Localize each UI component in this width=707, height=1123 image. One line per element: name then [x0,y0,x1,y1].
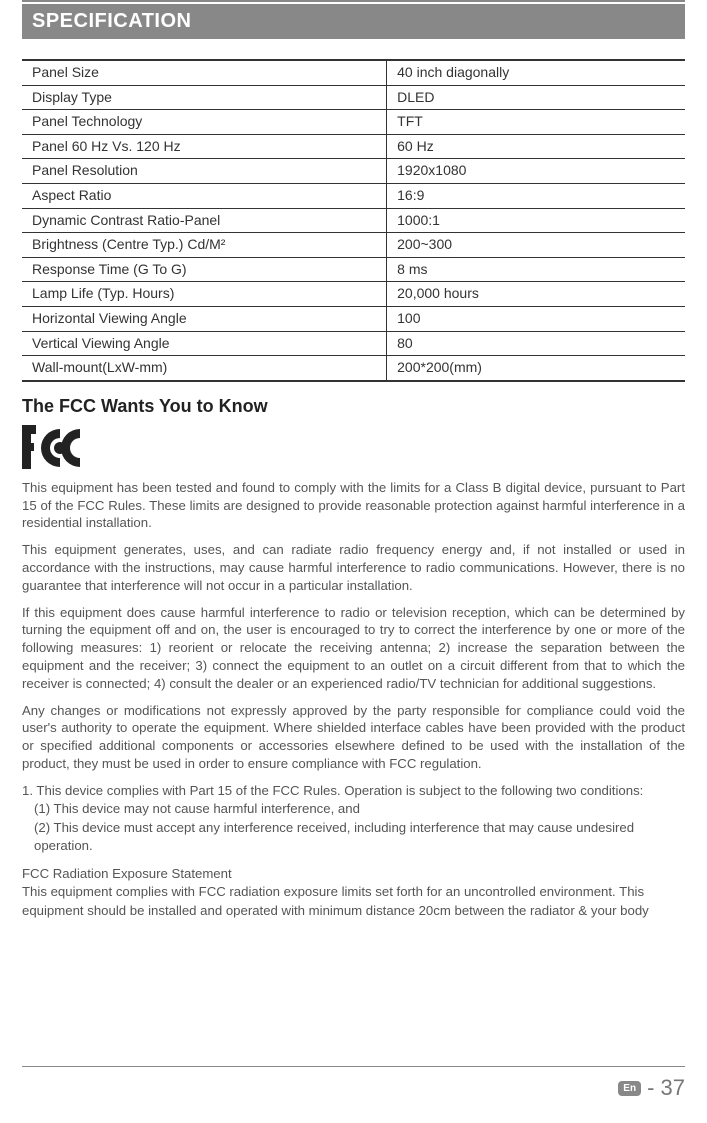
lang-badge: En [618,1081,641,1096]
spec-label: Panel Technology [22,110,387,135]
fcc-list-intro: 1. This device complies with Part 15 of … [22,782,685,800]
spec-label: Horizontal Viewing Angle [22,306,387,331]
table-row: Panel 60 Hz Vs. 120 Hz60 Hz [22,134,685,159]
fcc-para-4: Any changes or modifications not express… [22,702,685,773]
spec-label: Panel 60 Hz Vs. 120 Hz [22,134,387,159]
fcc-logo-icon [22,425,685,471]
section-header: SPECIFICATION [22,4,685,39]
table-row: Display TypeDLED [22,85,685,110]
fcc-radiation-heading: FCC Radiation Exposure Statement [22,865,685,883]
spec-table: Panel Size40 inch diagonallyDisplay Type… [22,59,685,382]
table-row: Wall-mount(LxW-mm)200*200(mm) [22,356,685,381]
spec-value: 8 ms [387,257,685,282]
spec-value: 20,000 hours [387,282,685,307]
spec-label: Aspect Ratio [22,183,387,208]
fcc-radiation: FCC Radiation Exposure Statement This eq… [22,865,685,920]
fcc-para-3: If this equipment does cause harmful int… [22,604,685,693]
spec-label: Dynamic Contrast Ratio-Panel [22,208,387,233]
fcc-para-1: This equipment has been tested and found… [22,479,685,532]
fcc-radiation-body: This equipment complies with FCC radiati… [22,883,685,920]
fcc-conditions: 1. This device complies with Part 15 of … [22,782,685,856]
spec-label: Panel Size [22,60,387,85]
top-rule [22,0,685,2]
fcc-heading: The FCC Wants You to Know [22,396,685,417]
table-row: Aspect Ratio16:9 [22,183,685,208]
table-row: Brightness (Centre Typ.) Cd/M²200~300 [22,233,685,258]
table-row: Panel TechnologyTFT [22,110,685,135]
spec-value: 60 Hz [387,134,685,159]
spec-value: 100 [387,306,685,331]
table-row: Response Time (G To G)8 ms [22,257,685,282]
table-row: Horizontal Viewing Angle100 [22,306,685,331]
table-row: Panel Size40 inch diagonally [22,60,685,85]
spec-value: 1000:1 [387,208,685,233]
spec-label: Display Type [22,85,387,110]
table-row: Vertical Viewing Angle80 [22,331,685,356]
table-row: Lamp Life (Typ. Hours)20,000 hours [22,282,685,307]
spec-label: Lamp Life (Typ. Hours) [22,282,387,307]
fcc-list-item-1: (1) This device may not cause harmful in… [22,800,685,818]
spec-label: Wall-mount(LxW-mm) [22,356,387,381]
page-number: - 37 [647,1075,685,1101]
table-row: Panel Resolution1920x1080 [22,159,685,184]
spec-value: 16:9 [387,183,685,208]
spec-value: 80 [387,331,685,356]
spec-value: DLED [387,85,685,110]
spec-value: TFT [387,110,685,135]
spec-label: Response Time (G To G) [22,257,387,282]
spec-value: 200*200(mm) [387,356,685,381]
fcc-para-2: This equipment generates, uses, and can … [22,541,685,594]
spec-value: 40 inch diagonally [387,60,685,85]
fcc-list-item-2: (2) This device must accept any interfer… [22,819,685,856]
spec-label: Panel Resolution [22,159,387,184]
spec-value: 200~300 [387,233,685,258]
spec-value: 1920x1080 [387,159,685,184]
table-row: Dynamic Contrast Ratio-Panel1000:1 [22,208,685,233]
spec-label: Vertical Viewing Angle [22,331,387,356]
page-footer: En - 37 [22,1066,685,1101]
spec-label: Brightness (Centre Typ.) Cd/M² [22,233,387,258]
